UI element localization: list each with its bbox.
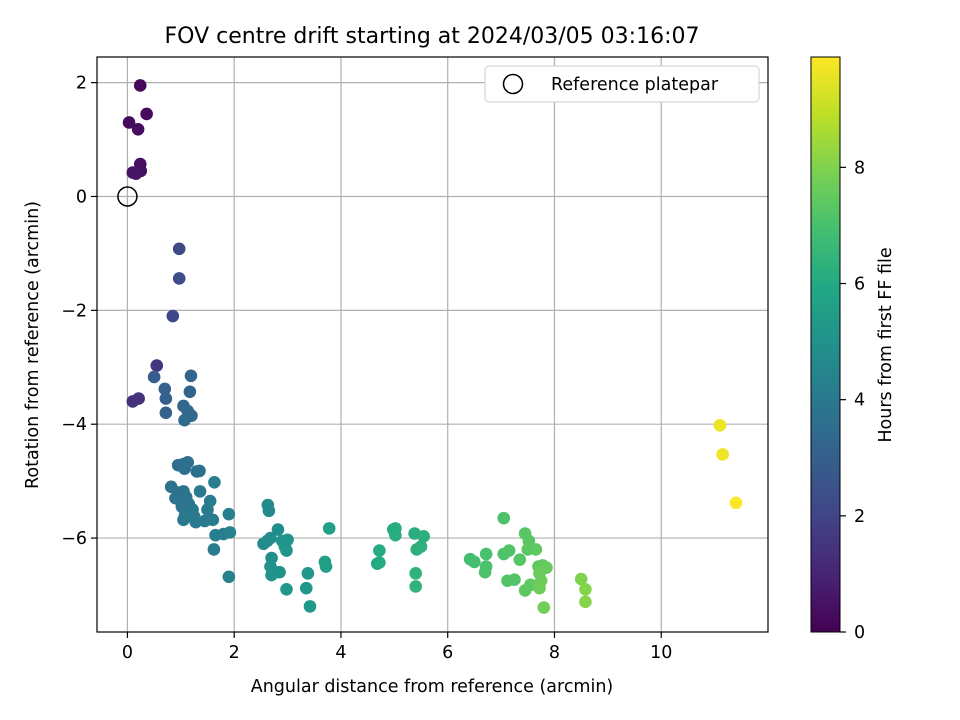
y-axis-label: Rotation from reference (arcmin) bbox=[23, 201, 43, 489]
colorbar-tick-label: 0 bbox=[854, 623, 865, 643]
data-point bbox=[713, 419, 727, 432]
data-point bbox=[172, 242, 186, 256]
data-point bbox=[579, 595, 592, 609]
y-tick-label: −4 bbox=[61, 415, 87, 435]
x-axis-ticks: 0 2 4 6 8 10 bbox=[122, 632, 672, 663]
chart-title: FOV centre drift starting at 2024/03/05 … bbox=[165, 24, 700, 49]
data-point bbox=[301, 567, 315, 580]
data-point bbox=[159, 392, 173, 405]
data-point bbox=[271, 523, 285, 536]
x-tick-label: 6 bbox=[442, 643, 453, 663]
data-point bbox=[140, 107, 153, 121]
data-point bbox=[122, 116, 136, 129]
data-point bbox=[537, 601, 551, 614]
data-point bbox=[131, 123, 145, 136]
data-point bbox=[208, 475, 221, 489]
plot-frame bbox=[96, 56, 769, 633]
data-point bbox=[207, 543, 221, 556]
data-point bbox=[508, 573, 521, 586]
data-point bbox=[409, 567, 422, 580]
data-point bbox=[497, 511, 511, 525]
data-point bbox=[178, 462, 191, 475]
data-point bbox=[222, 570, 236, 584]
y-tick-label: −6 bbox=[61, 529, 87, 549]
data-point bbox=[183, 385, 197, 399]
data-point bbox=[502, 544, 516, 557]
legend: Reference platepar bbox=[484, 65, 760, 103]
data-point bbox=[579, 583, 592, 596]
reference-platepar-marker bbox=[117, 186, 138, 207]
y-axis-ticks: −6 −4 −2 0 2 bbox=[61, 74, 97, 549]
data-points bbox=[117, 79, 743, 614]
legend-reference-marker bbox=[502, 73, 524, 95]
data-point bbox=[299, 581, 313, 595]
data-point bbox=[178, 413, 191, 427]
data-point bbox=[716, 448, 729, 461]
data-point bbox=[513, 553, 527, 566]
y-tick-label: −2 bbox=[61, 301, 87, 321]
data-point bbox=[574, 572, 588, 586]
data-point bbox=[159, 406, 173, 420]
grid-lines bbox=[97, 57, 768, 632]
data-point bbox=[280, 544, 293, 557]
data-point bbox=[409, 580, 422, 593]
data-point bbox=[303, 600, 317, 613]
x-tick-label: 4 bbox=[335, 643, 346, 663]
colorbar-tick-label: 8 bbox=[854, 158, 865, 178]
data-point bbox=[147, 370, 161, 384]
x-tick-label: 0 bbox=[122, 643, 133, 663]
data-point bbox=[132, 392, 145, 405]
data-point bbox=[158, 382, 172, 396]
data-point bbox=[203, 494, 217, 508]
data-point bbox=[468, 555, 481, 569]
data-point bbox=[533, 581, 546, 595]
data-point bbox=[479, 547, 493, 561]
data-point bbox=[129, 167, 143, 181]
data-point bbox=[206, 513, 220, 527]
data-point bbox=[193, 464, 206, 478]
data-point bbox=[529, 543, 543, 556]
data-point bbox=[729, 496, 743, 510]
y-tick-label: 0 bbox=[76, 187, 87, 207]
x-tick-label: 10 bbox=[650, 643, 672, 663]
colorbar: 0 2 4 6 8 Hours from first FF file bbox=[810, 56, 896, 643]
data-point bbox=[389, 528, 402, 542]
data-point bbox=[281, 533, 294, 547]
data-point bbox=[133, 79, 147, 92]
y-tick-label: 2 bbox=[76, 74, 87, 94]
data-point bbox=[373, 556, 386, 569]
colorbar-ticks: 0 2 4 6 8 bbox=[840, 158, 865, 643]
colorbar-tick-label: 4 bbox=[854, 391, 865, 411]
data-point bbox=[262, 504, 276, 518]
data-point bbox=[222, 507, 236, 521]
colorbar-gradient bbox=[810, 56, 841, 633]
data-point bbox=[193, 485, 207, 498]
data-point bbox=[319, 560, 333, 573]
x-axis-label: Angular distance from reference (arcmin) bbox=[251, 677, 614, 697]
data-point bbox=[373, 544, 386, 557]
data-point bbox=[478, 565, 492, 579]
colorbar-tick-label: 6 bbox=[854, 275, 865, 295]
data-point bbox=[273, 565, 286, 579]
data-point bbox=[322, 522, 336, 535]
legend-label: Reference platepar bbox=[551, 75, 719, 95]
legend-box bbox=[484, 65, 760, 103]
data-point bbox=[172, 272, 186, 285]
data-point bbox=[150, 359, 164, 372]
data-point bbox=[223, 526, 237, 539]
data-point bbox=[166, 309, 180, 323]
data-point bbox=[417, 530, 430, 543]
data-point bbox=[177, 513, 190, 527]
data-point bbox=[410, 543, 424, 556]
colorbar-label: Hours from first FF file bbox=[876, 247, 896, 442]
data-point bbox=[184, 369, 198, 383]
x-tick-label: 2 bbox=[229, 643, 240, 663]
data-point bbox=[264, 531, 277, 545]
x-tick-label: 8 bbox=[549, 643, 560, 663]
colorbar-tick-label: 2 bbox=[854, 507, 865, 527]
data-point bbox=[280, 583, 293, 596]
